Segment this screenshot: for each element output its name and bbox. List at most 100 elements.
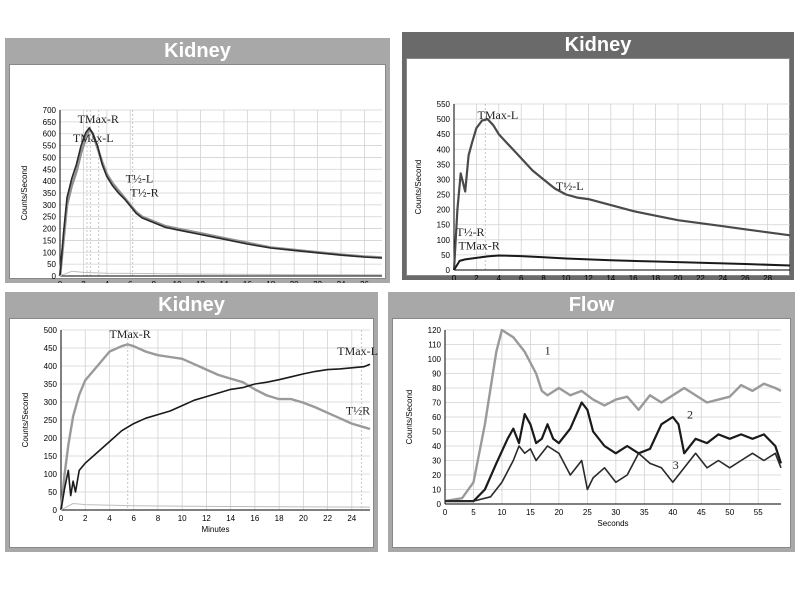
- y-tick-label: 600: [43, 130, 57, 139]
- x-tick-label: 18: [275, 514, 284, 523]
- x-tick-label: 0: [59, 514, 64, 523]
- x-tick-label: 10: [173, 280, 182, 283]
- x-tick-label: 12: [196, 280, 205, 283]
- x-tick-label: 50: [725, 508, 734, 517]
- y-tick-label: 250: [43, 213, 57, 222]
- y-tick-label: 350: [437, 160, 451, 169]
- series-line-2: [60, 363, 371, 511]
- y-tick-label: 550: [437, 100, 451, 109]
- series-line-1: [452, 118, 791, 271]
- x-tick-label: 4: [105, 280, 110, 283]
- annotation-label: T½-R: [456, 225, 484, 239]
- chart-title: Kidney: [564, 34, 632, 56]
- x-tick-label: 55: [754, 508, 763, 517]
- y-tick-label: 500: [43, 153, 57, 162]
- x-tick-label: 10: [497, 508, 506, 517]
- x-tick-label: 2: [474, 274, 479, 280]
- x-tick-label: 0: [452, 274, 457, 280]
- annotation-label: 2: [687, 407, 693, 421]
- annotation-label: TMax-L: [337, 344, 378, 358]
- y-tick-label: 450: [43, 165, 57, 174]
- x-tick-label: 25: [583, 508, 592, 517]
- x-tick-label: 24: [347, 514, 356, 523]
- y-tick-label: 250: [44, 416, 58, 425]
- x-tick-label: 14: [226, 514, 235, 523]
- series-line-2: [59, 127, 383, 277]
- chart-panel-kidney-2: Kidney 0 2 4 6 8 10 12 14 16 18 20 22 24 26 28 0 50 100 15…: [402, 32, 794, 280]
- x-tick-label: 16: [243, 280, 252, 283]
- y-tick-label: 250: [437, 191, 451, 200]
- x-tick-label: 20: [290, 280, 299, 283]
- x-tick-label: 0: [58, 280, 63, 283]
- x-tick-label: 40: [668, 508, 677, 517]
- series-line-3: [59, 270, 383, 277]
- series-line-2: [453, 254, 791, 271]
- annotation-label: T½-L: [556, 179, 584, 193]
- y-tick-label: 300: [43, 201, 57, 210]
- x-tick-label: 30: [611, 508, 620, 517]
- y-tick-label: 500: [44, 326, 58, 335]
- y-axis-label: Counts/Second: [21, 393, 30, 448]
- x-tick-label: 12: [202, 514, 211, 523]
- annotation-label: T½-L: [126, 171, 154, 185]
- y-tick-label: 500: [437, 115, 451, 124]
- y-tick-label: 200: [43, 225, 57, 234]
- x-tick-label: 45: [697, 508, 706, 517]
- y-tick-label: 400: [44, 362, 58, 371]
- y-tick-label: 50: [432, 428, 441, 437]
- x-tick-label: 18: [651, 274, 660, 280]
- y-axis-label: Counts/Second: [405, 390, 414, 445]
- y-tick-label: 300: [437, 175, 451, 184]
- y-tick-label: 350: [43, 189, 57, 198]
- x-tick-label: 20: [554, 508, 563, 517]
- annotation-label: 1: [545, 344, 551, 358]
- y-tick-label: 60: [432, 413, 441, 422]
- y-tick-label: 700: [43, 106, 57, 115]
- x-tick-label: 4: [497, 274, 502, 280]
- x-tick-label: 6: [519, 274, 524, 280]
- x-tick-label: 22: [323, 514, 332, 523]
- y-tick-label: 200: [44, 434, 58, 443]
- y-tick-label: 20: [432, 471, 441, 480]
- x-tick-label: 14: [219, 280, 228, 283]
- x-tick-label: 16: [250, 514, 259, 523]
- y-tick-label: 80: [432, 384, 441, 393]
- y-tick-label: 50: [47, 260, 56, 269]
- x-tick-label: 15: [526, 508, 535, 517]
- x-tick-label: 14: [606, 274, 615, 280]
- annotation-label: TMax-L: [478, 108, 519, 122]
- x-tick-label: 28: [763, 274, 772, 280]
- y-tick-label: 650: [43, 118, 57, 127]
- annotation-label: TMax-R: [109, 327, 150, 341]
- x-tick-label: 2: [83, 514, 88, 523]
- y-tick-label: 10: [432, 486, 441, 495]
- y-axis-label: Counts/Second: [20, 166, 29, 221]
- x-tick-label: 8: [156, 514, 161, 523]
- x-tick-label: 22: [696, 274, 705, 280]
- series-line-1: [444, 328, 782, 503]
- annotation-label: T½-R: [130, 186, 158, 200]
- y-tick-label: 50: [48, 488, 57, 497]
- y-tick-label: 100: [437, 236, 451, 245]
- x-tick-label: 20: [299, 514, 308, 523]
- y-tick-label: 450: [44, 344, 58, 353]
- y-tick-label: 0: [52, 272, 57, 281]
- x-tick-label: 26: [741, 274, 750, 280]
- y-tick-label: 100: [43, 248, 57, 257]
- annotation-label: TMax-R: [458, 238, 499, 252]
- y-tick-label: 300: [44, 398, 58, 407]
- y-tick-label: 200: [437, 206, 451, 215]
- y-tick-label: 0: [53, 506, 58, 515]
- x-tick-label: 8: [541, 274, 546, 280]
- x-tick-label: 10: [178, 514, 187, 523]
- chart-panel-flow: Flow 0 5 10 15 20 25 30 35 40 45 50 55 0 10 20 30 40 50 60…: [388, 292, 795, 552]
- x-axis-label: Seconds: [597, 519, 628, 528]
- x-tick-label: 24: [718, 274, 727, 280]
- y-tick-label: 110: [428, 341, 441, 350]
- x-tick-label: 12: [584, 274, 593, 280]
- annotation-label: TMax-R: [78, 112, 119, 126]
- x-tick-label: 6: [131, 514, 136, 523]
- chart-flow: 0 5 10 15 20 25 30 35 40 45 50 55 0 10 20 30 40 50 60 70 80 9…: [405, 326, 783, 528]
- chart-title: Kidney: [164, 40, 231, 62]
- annotation-label: TMax-L: [73, 131, 114, 145]
